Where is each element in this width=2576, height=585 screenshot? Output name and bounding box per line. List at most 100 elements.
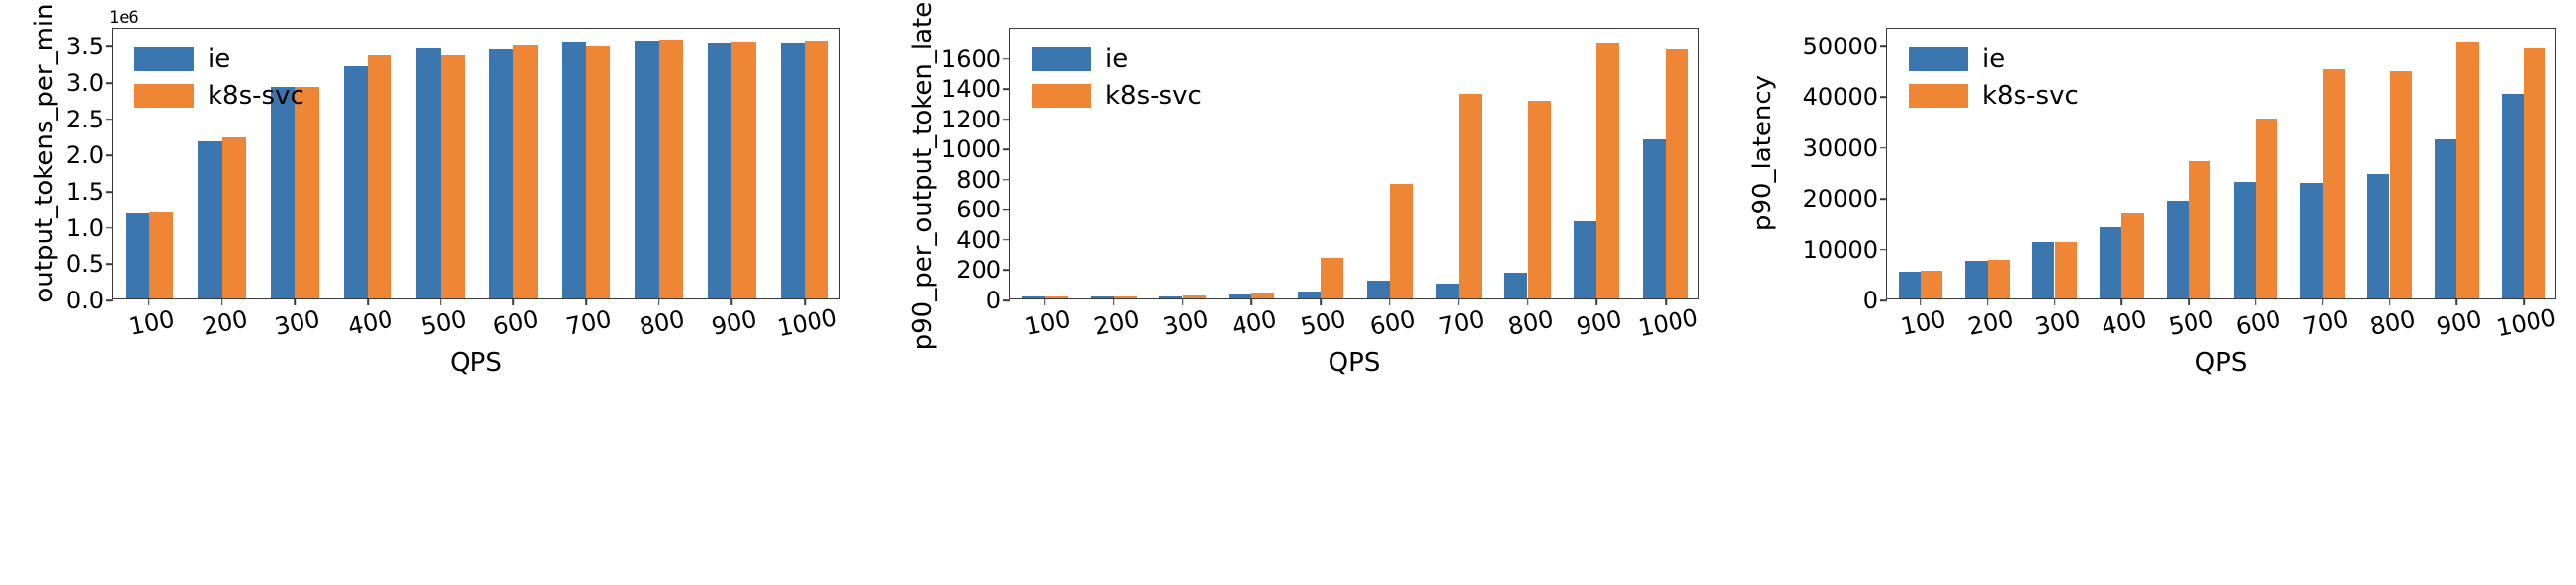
y-tick-mark — [1880, 198, 1887, 200]
bar-k8s-svc-600 — [2255, 118, 2278, 298]
bar-ie-200 — [198, 140, 222, 298]
plot-axes-panel2: 0 200 400 600 800 1000 1200 1400 1600 100 200 300 40… — [941, 28, 1700, 342]
bar-ie-1000 — [2501, 94, 2525, 298]
x-axis-label-panel2: QPS — [1328, 348, 1381, 377]
plot-area-panel2: 0 200 400 600 800 1000 1200 1400 1600 100 200 300 40… — [941, 29, 1700, 342]
bar-k8s-svc-800 — [658, 39, 684, 298]
bar-k8s-svc-100 — [1044, 296, 1068, 298]
x-tick-label: 200 — [1091, 304, 1142, 341]
x-tick-mark — [1181, 298, 1184, 305]
y-axis-label-panel1: output_tokens_per_min — [30, 3, 59, 303]
bar-k8s-svc-1000 — [805, 41, 829, 298]
bar-ie-800 — [2367, 173, 2390, 298]
x-tick-label: 900 — [2434, 304, 2485, 341]
legend-entry-k8s-svc: k8s-svc — [134, 83, 304, 109]
x-tick-mark — [2053, 298, 2056, 305]
x-tick-mark — [1986, 298, 1989, 305]
legend: ie k8s-svc — [1909, 46, 2079, 109]
y-tick-mark — [1003, 209, 1010, 211]
bar-ie-200 — [1965, 261, 1988, 298]
bar-k8s-svc-200 — [1113, 295, 1137, 298]
bar-k8s-svc-1000 — [1666, 49, 1689, 298]
x-tick-mark — [2321, 298, 2324, 305]
y-tick-mark — [1880, 96, 1887, 99]
x-tick-label: 400 — [2099, 304, 2150, 341]
y-tick-mark — [1003, 118, 1010, 121]
bar-ie-500 — [1298, 291, 1322, 298]
bar-k8s-svc-400 — [2121, 213, 2144, 298]
bar-ie-300 — [1159, 295, 1183, 298]
x-tick-mark — [1320, 298, 1322, 305]
bar-ie-600 — [489, 48, 514, 298]
x-tick-label: 100 — [127, 304, 177, 341]
legend-entry-k8s-svc: k8s-svc — [1032, 83, 1202, 109]
legend-label: ie — [208, 44, 231, 74]
x-tick-label: 100 — [1898, 304, 1948, 341]
y-tick-mark — [106, 263, 113, 266]
bar-k8s-svc-500 — [2189, 161, 2211, 298]
y-tick-mark — [106, 45, 113, 48]
x-tick-label: 200 — [200, 304, 250, 341]
bar-ie-700 — [2300, 182, 2323, 298]
x-tick-mark — [730, 298, 733, 305]
bar-k8s-svc-900 — [1596, 42, 1620, 298]
x-tick-mark — [1389, 298, 1391, 305]
legend: ie k8s-svc — [134, 46, 304, 109]
y-tick-mark — [1003, 88, 1010, 90]
x-axis-label-panel1: QPS — [450, 348, 502, 377]
bar-k8s-svc-500 — [440, 54, 465, 298]
x-axis-label-panel3: QPS — [2194, 348, 2248, 377]
bar-ie-500 — [2166, 200, 2190, 298]
x-tick-label: 600 — [490, 304, 542, 341]
plot-area-panel1: 0.0 0.5 1.0 1.5 2.0 2.5 3.0 3.5 100 200 300 400 500 6… — [66, 29, 840, 342]
plot-axes-panel3: 0 10000 20000 30000 40000 50000 100 200 300 400 50… — [1803, 28, 2558, 342]
y-tick-label: 10000 — [1802, 235, 1878, 264]
y-axis-label-panel2: p90_per_output_token_latency — [908, 0, 938, 351]
bar-ie-900 — [2434, 138, 2457, 298]
x-tick-mark — [148, 298, 150, 305]
x-tick-mark — [657, 298, 660, 305]
bar-ie-600 — [2233, 181, 2256, 298]
legend-entry-ie: ie — [1032, 46, 1202, 72]
y-tick-mark — [1880, 146, 1887, 149]
bar-k8s-svc-200 — [1987, 260, 2011, 298]
panel-throughput: 1e6 output_tokens_per_min 0.0 0.5 1.0 1.5 2.… — [0, 0, 859, 585]
x-tick-mark — [2188, 298, 2190, 305]
x-tick-mark — [1044, 298, 1046, 305]
bar-ie-100 — [125, 213, 149, 298]
x-tick-label: 400 — [345, 304, 395, 341]
y-tick-label: 2.0 — [65, 141, 104, 170]
x-tick-label: 800 — [2367, 304, 2418, 341]
y-tick-mark — [106, 226, 113, 229]
y-tick-mark — [106, 299, 113, 301]
bar-ie-400 — [2099, 227, 2122, 298]
bar-ie-700 — [1435, 283, 1459, 298]
x-tick-label: 800 — [637, 304, 687, 341]
bar-k8s-svc-400 — [367, 54, 392, 298]
bar-ie-800 — [635, 40, 659, 298]
bar-k8s-svc-700 — [1458, 94, 1482, 298]
bar-k8s-svc-700 — [2322, 68, 2346, 298]
x-tick-label: 300 — [1160, 304, 1211, 341]
panel-per-token-latency: p90_per_output_token_latency 0 200 400 600 8… — [859, 0, 1718, 585]
y-tick-label: 50000 — [1802, 32, 1878, 60]
x-tick-mark — [439, 298, 442, 305]
y-tick-label: 800 — [956, 165, 1001, 194]
legend-entry-ie: ie — [134, 46, 304, 72]
y-tick-mark — [1003, 269, 1010, 272]
bar-k8s-svc-700 — [586, 45, 611, 298]
bar-k8s-svc-600 — [513, 45, 538, 298]
bar-ie-1000 — [1643, 138, 1667, 298]
y-tick-label: 1600 — [940, 44, 1001, 73]
y-tick-mark — [1880, 248, 1887, 251]
x-tick-label: 800 — [1505, 304, 1556, 341]
y-tick-label: 600 — [956, 196, 1001, 224]
bar-k8s-svc-100 — [1920, 271, 1943, 298]
bar-k8s-svc-600 — [1389, 183, 1413, 298]
x-tick-mark — [294, 298, 297, 305]
y-tick-label: 0.5 — [65, 250, 104, 279]
x-tick-label: 1000 — [2494, 303, 2559, 343]
legend-label: k8s-svc — [208, 81, 304, 111]
x-tick-mark — [2523, 298, 2525, 305]
plot-axes-panel1: 0.0 0.5 1.0 1.5 2.0 2.5 3.0 3.5 100 200 300 400 500 6… — [66, 28, 840, 342]
